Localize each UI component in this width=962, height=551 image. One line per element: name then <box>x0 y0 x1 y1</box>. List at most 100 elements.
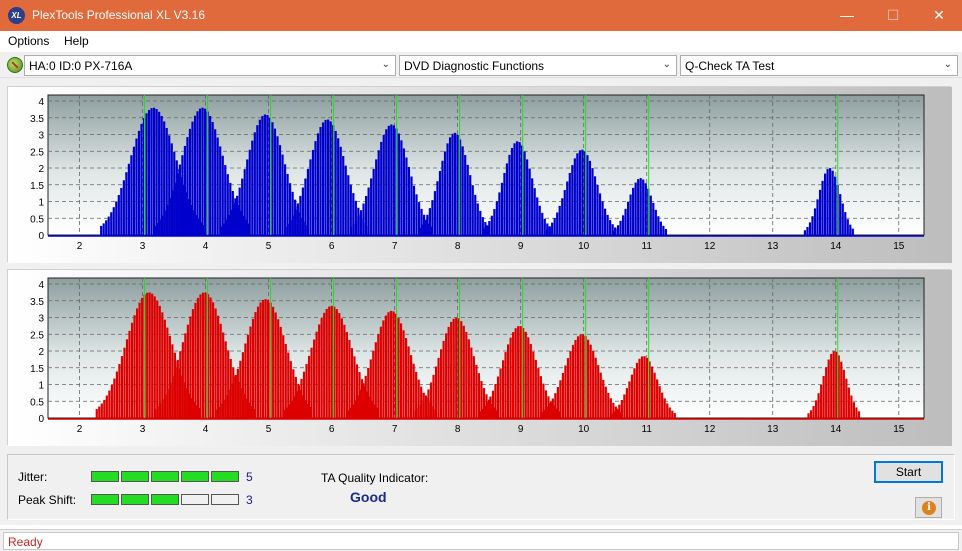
histogram-bar <box>286 223 289 236</box>
histogram-bar <box>563 190 566 236</box>
start-button[interactable]: Start <box>874 461 943 483</box>
minimize-button[interactable]: — <box>840 7 854 23</box>
histogram-bar <box>598 193 602 236</box>
histogram-bar <box>186 324 189 419</box>
histogram-bar <box>161 399 164 419</box>
test-select[interactable]: Q-Check TA Test ⌄ <box>680 55 958 76</box>
maximize-button[interactable]: ☐ <box>886 7 900 23</box>
x-tick-label: 2 <box>77 241 83 252</box>
histogram-bar <box>368 396 371 419</box>
histogram-bar <box>546 228 549 236</box>
histogram-bar <box>273 128 277 236</box>
function-select[interactable]: DVD Diagnostic Functions ⌄ <box>399 55 677 76</box>
y-tick-label: 1 <box>38 198 44 209</box>
histogram-bar <box>609 398 612 419</box>
histogram-bar <box>357 215 360 236</box>
histogram-bar <box>268 117 272 236</box>
histogram-bar <box>591 168 594 236</box>
jitter-chart-panel: 0 0.5 1 1.5 2 2.5 3 3.5 4 2 3 4 5 6 7 8 9 10 11 12 13 14 15 <box>7 86 952 263</box>
histogram-bar <box>251 140 254 236</box>
histogram-bar <box>353 356 356 419</box>
histogram-bar <box>133 315 136 419</box>
histogram-bar <box>176 173 179 236</box>
histogram-bar <box>847 387 850 419</box>
histogram-bar <box>219 323 222 419</box>
y-tick-label: 3 <box>38 314 44 325</box>
histogram-bar <box>229 182 232 236</box>
histogram-bar <box>437 357 440 419</box>
histogram-bar <box>130 155 133 236</box>
chevron-down-icon: ⌄ <box>943 59 952 70</box>
histogram-bar <box>158 305 161 419</box>
histogram-bar <box>410 355 413 419</box>
histogram-bar <box>501 360 505 419</box>
histogram-bar <box>171 375 174 419</box>
close-button[interactable]: ✕ <box>933 7 945 23</box>
x-tick-label: 15 <box>893 241 905 252</box>
x-tick-label: 12 <box>704 424 716 435</box>
histogram-bar <box>456 134 459 236</box>
histogram-bar <box>201 107 204 236</box>
histogram-bar <box>512 332 515 419</box>
histogram-bar <box>431 200 434 236</box>
histogram-bar <box>164 394 167 419</box>
histogram-bar <box>291 191 294 236</box>
histogram-bar <box>305 363 308 419</box>
histogram-bar <box>387 312 390 419</box>
histogram-bar <box>571 344 575 419</box>
histogram-bar <box>438 170 442 236</box>
histogram-bar <box>664 228 668 236</box>
histogram-bar <box>548 226 551 236</box>
histogram-bar <box>243 169 246 236</box>
histogram-bar <box>508 154 511 236</box>
histogram-bar <box>571 165 574 236</box>
histogram-bar <box>362 203 365 236</box>
histogram-bar <box>440 349 443 419</box>
drive-select-value: HA:0 ID:0 PX-716A <box>29 59 133 73</box>
histogram-bar <box>367 187 370 236</box>
histogram-bar <box>373 404 376 419</box>
histogram-bar <box>566 358 570 419</box>
histogram-bar <box>412 185 416 236</box>
histogram-bar <box>673 413 676 419</box>
histogram-bar <box>607 392 610 419</box>
histogram-bar <box>855 407 858 419</box>
histogram-bar <box>346 410 350 419</box>
histogram-bar <box>310 347 313 419</box>
histogram-bar <box>153 225 156 236</box>
histogram-bar <box>851 228 854 236</box>
drive-select[interactable]: HA:0 ID:0 PX-716A ⌄ <box>24 55 396 76</box>
histogram-bar <box>564 365 567 419</box>
histogram-bar <box>382 134 385 236</box>
histogram-bar <box>127 163 130 236</box>
meter-segment <box>211 471 239 482</box>
histogram-bar <box>399 323 403 419</box>
histogram-bar <box>450 321 453 419</box>
histogram-bar <box>806 227 809 236</box>
histogram-bar <box>569 351 572 419</box>
histogram-bar <box>434 366 438 419</box>
histogram-bar <box>427 389 430 419</box>
histogram-bar <box>483 228 486 236</box>
histogram-bar <box>224 165 227 236</box>
menu-help[interactable]: Help <box>64 34 89 48</box>
histogram-bar <box>159 403 162 419</box>
histogram-bar <box>98 406 101 419</box>
histogram-bar <box>221 403 224 419</box>
histogram-bar <box>135 138 138 236</box>
histogram-bar <box>161 312 164 419</box>
histogram-bar <box>581 334 585 419</box>
histogram-bar <box>615 408 618 419</box>
quality-indicator-label: TA Quality Indicator: <box>321 471 429 485</box>
histogram-bar <box>313 339 316 419</box>
histogram-bar <box>226 174 229 236</box>
histogram-bar <box>284 343 287 419</box>
histogram-bar <box>221 155 224 236</box>
histogram-bar <box>493 209 496 236</box>
peak-shift-label: Peak Shift: <box>18 493 77 507</box>
histogram-bar <box>320 318 323 419</box>
menu-options[interactable]: Options <box>8 34 50 48</box>
info-button[interactable]: i <box>915 497 942 518</box>
x-tick-label: 2 <box>77 424 83 435</box>
histogram-bar <box>514 328 517 419</box>
